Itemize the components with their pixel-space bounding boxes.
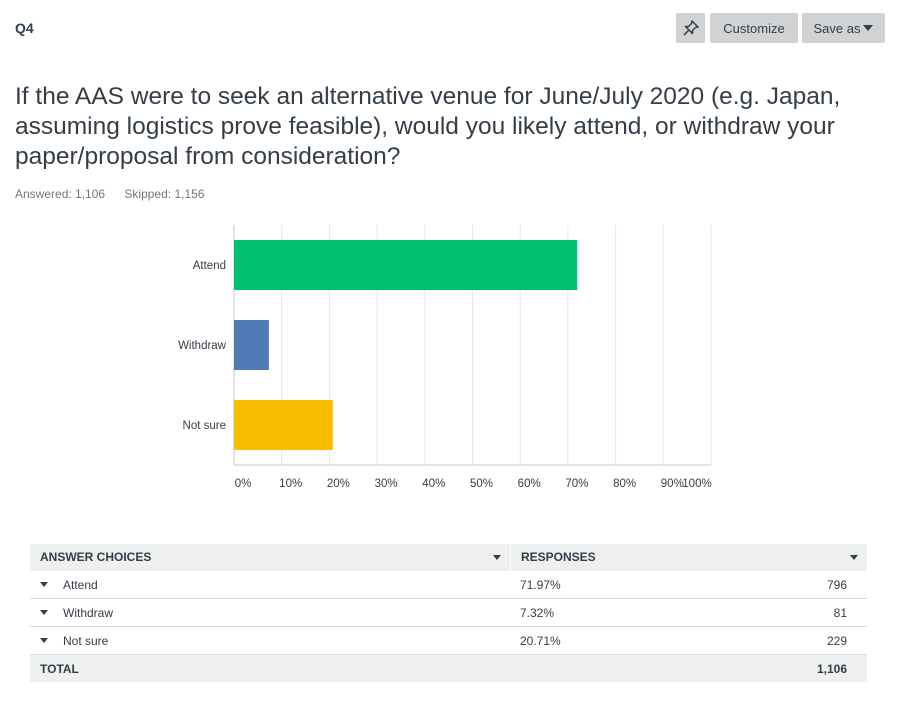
pin-icon [682, 20, 699, 36]
x-tick-label: 90% [661, 478, 684, 490]
response-percent: 20.71% [520, 633, 561, 648]
table-header: ANSWER CHOICES RESPONSES [30, 544, 867, 571]
x-tick-label: 50% [470, 478, 493, 490]
bar-attend [234, 240, 578, 290]
chevron-down-icon [863, 24, 874, 31]
x-tick-label: 70% [565, 478, 588, 490]
answer-table: ANSWER CHOICES RESPONSES Attend 71.97% 796… [30, 544, 867, 682]
chart-svg: 0% 10% 20% 30% 40% 50% 60% 70% 80% 90%100% Attend W… [178, 225, 712, 490]
expand-caret-icon[interactable] [40, 582, 48, 587]
category-label: Attend [193, 260, 226, 272]
total-label: TOTAL [40, 661, 79, 676]
response-percent: 71.97% [520, 577, 561, 592]
question-number: Q4 [15, 20, 34, 36]
table-row: Attend 71.97% 796 [30, 571, 867, 599]
bar-not-sure [234, 400, 333, 450]
sort-caret-icon[interactable] [493, 555, 501, 560]
answer-choice-cell: Not sure [30, 634, 510, 648]
customize-button[interactable]: Customize [710, 13, 798, 43]
response-count: 229 [826, 633, 847, 648]
expand-caret-icon[interactable] [40, 610, 48, 615]
answer-choices-header[interactable]: ANSWER CHOICES [30, 544, 510, 571]
x-tick-label: 10% [279, 478, 302, 490]
bar-chart: 0% 10% 20% 30% 40% 50% 60% 70% 80% 90% 100% Attend W… [0, 215, 897, 505]
x-tick-label: 0% [235, 478, 252, 490]
table-row: Withdraw 7.32% 81 [30, 599, 867, 627]
response-stats: Answered: 1,106 Skipped: 1,156 [15, 187, 220, 201]
category-label: Withdraw [178, 340, 227, 352]
table-body: Attend 71.97% 796 Withdraw 7.32% 81 Not sure 20… [30, 571, 867, 655]
response-count: 796 [826, 577, 847, 592]
x-tick-label: 30% [375, 478, 398, 490]
question-text: If the AAS were to seek an alternative v… [15, 83, 841, 170]
answer-choice-label: Attend [63, 577, 98, 592]
x-tick-label: 20% [327, 478, 350, 490]
answer-choice-cell: Attend [30, 578, 510, 592]
answered-count: Answered: 1,106 [15, 187, 106, 201]
x-tick-label: 100% [682, 478, 711, 490]
responses-header[interactable]: RESPONSES [510, 544, 867, 571]
response-count: 81 [833, 605, 847, 620]
category-label: Not sure [183, 420, 226, 432]
x-tick-label: 40% [422, 478, 445, 490]
table-total-row: TOTAL 1,106 [30, 655, 867, 682]
response-percent: 7.32% [520, 605, 555, 620]
question-header: Q4 Customize Save as [0, 0, 897, 58]
answer-choice-label: Withdraw [63, 605, 114, 620]
x-tick-label: 60% [518, 478, 541, 490]
sort-caret-icon[interactable] [850, 555, 858, 560]
save-as-button[interactable]: Save as [802, 13, 885, 43]
bar-withdraw [234, 320, 269, 370]
save-as-label: Save as [813, 20, 861, 36]
x-tick-label: 80% [613, 478, 636, 490]
total-count: 1,106 [816, 661, 847, 676]
skipped-count: Skipped: 1,156 [124, 187, 205, 201]
answer-choice-cell: Withdraw [30, 606, 510, 620]
pin-button[interactable] [676, 13, 705, 43]
answer-choice-label: Not sure [63, 633, 109, 648]
expand-caret-icon[interactable] [40, 638, 48, 643]
table-row: Not sure 20.71% 229 [30, 627, 867, 655]
